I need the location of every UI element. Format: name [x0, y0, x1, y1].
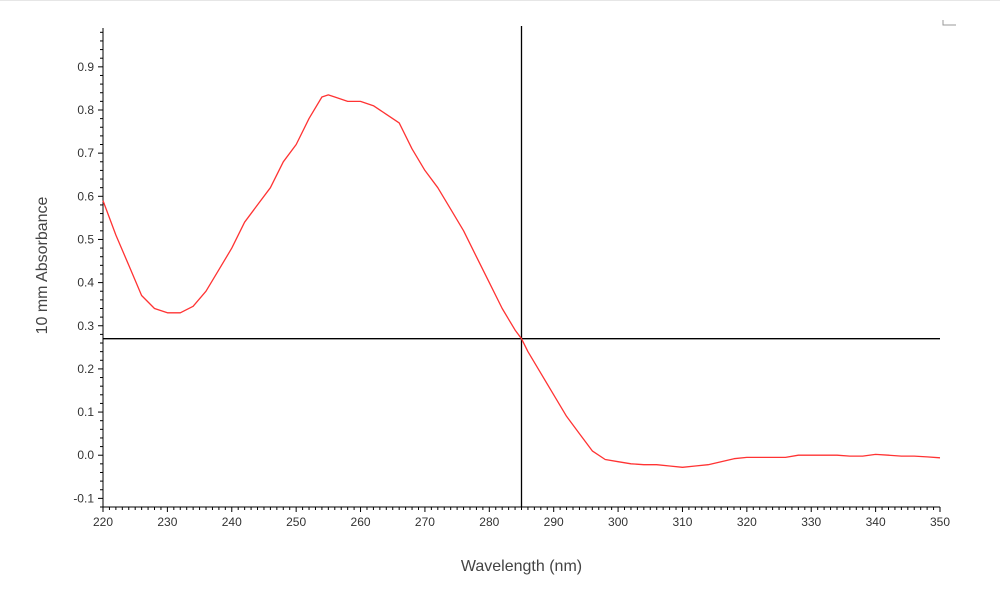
x-tick-label: 240 — [222, 515, 242, 529]
x-tick-label: 260 — [351, 515, 371, 529]
x-tick-label: 270 — [415, 515, 435, 529]
x-tick-label: 350 — [930, 515, 950, 529]
y-tick-label: 0.4 — [77, 276, 94, 290]
x-tick-label: 320 — [737, 515, 757, 529]
x-tick-label: 280 — [479, 515, 499, 529]
corner-mark — [942, 20, 956, 26]
crosshair — [103, 26, 940, 507]
y-tick-label: 0.0 — [77, 448, 94, 462]
y-tick-label: 0.5 — [77, 232, 94, 246]
x-tick-label: 330 — [801, 515, 821, 529]
y-tick-label: 0.7 — [77, 146, 94, 160]
x-tick-label: 250 — [286, 515, 306, 529]
y-tick-label: 0.6 — [77, 189, 94, 203]
x-tick-label: 310 — [672, 515, 692, 529]
x-tick-label: 230 — [157, 515, 177, 529]
x-tick-label: 220 — [93, 515, 113, 529]
y-tick-label: 0.8 — [77, 103, 94, 117]
y-tick-label: -0.1 — [73, 491, 94, 505]
y-tick-label: 0.9 — [77, 60, 94, 74]
corner-marker — [942, 20, 956, 26]
x-tick-label: 290 — [544, 515, 564, 529]
x-axis-title: Wavelength (nm) — [461, 558, 582, 575]
x-tick-label: 300 — [608, 515, 628, 529]
absorbance-series-line — [102, 94, 941, 468]
y-tick-label: 0.1 — [77, 405, 94, 419]
x-tick-label: 340 — [866, 515, 886, 529]
tick-labels: 220 230 240 250 260 270 280 290 300 310 320 330 340 3… — [73, 60, 950, 529]
y-axis-title: 10 mm Absorbance — [34, 196, 51, 334]
series-layer — [102, 94, 941, 468]
ticks — [98, 31, 941, 512]
y-tick-label: 0.2 — [77, 362, 94, 376]
y-tick-label: 0.3 — [77, 319, 94, 333]
